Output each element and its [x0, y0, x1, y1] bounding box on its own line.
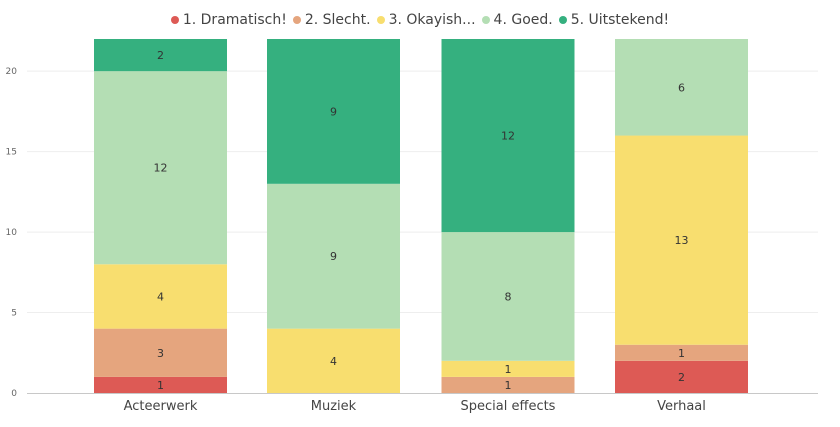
chart-legend: 1. Dramatisch! 2. Slecht. 3. Okayish... 4. …	[0, 9, 840, 31]
y-tick-label: 20	[6, 67, 18, 77]
bar-segment[interactable]	[441, 360, 575, 377]
bar-segment[interactable]	[615, 360, 748, 393]
bar-segment[interactable]	[94, 264, 227, 329]
data-label: 4	[330, 355, 337, 368]
y-tick-label: 5	[11, 309, 17, 319]
data-label: 1	[157, 379, 164, 392]
data-label: 12	[501, 130, 515, 143]
x-category-label: Muziek	[311, 399, 357, 414]
bar-segment[interactable]	[94, 39, 227, 72]
legend-label: 5. Uitstekend!	[570, 12, 670, 28]
data-label: 8	[505, 290, 512, 303]
data-label: 3	[157, 347, 164, 360]
data-label: 2	[157, 49, 164, 62]
bar-segment[interactable]	[615, 39, 748, 136]
data-label: 1	[678, 347, 685, 360]
legend-item-4[interactable]: 4. Goed.	[481, 12, 553, 28]
legend-dot-icon	[558, 16, 567, 24]
y-tick-label: 0	[11, 389, 17, 399]
legend-label: 4. Goed.	[493, 12, 553, 28]
x-category-label: Verhaal	[657, 399, 706, 414]
legend-dot-icon	[481, 16, 490, 24]
legend-dot-icon	[292, 16, 301, 24]
y-tick-label: 10	[6, 228, 18, 238]
bar-segment[interactable]	[267, 328, 400, 393]
legend-label: 2. Slecht.	[304, 12, 371, 28]
x-category-label: Special effects	[461, 399, 556, 414]
bar-segment[interactable]	[94, 328, 227, 377]
bar-segment[interactable]	[615, 344, 748, 361]
data-label: 1	[505, 363, 512, 376]
legend-label: 1. Dramatisch!	[182, 12, 287, 28]
legend-item-3[interactable]: 3. Okayish...	[376, 12, 476, 28]
data-label: 12	[154, 162, 168, 175]
bar-segment[interactable]	[615, 135, 748, 345]
legend-item-1[interactable]: 1. Dramatisch!	[170, 12, 287, 28]
bar-segment[interactable]	[441, 39, 575, 233]
bar-segment[interactable]	[441, 376, 575, 393]
legend-item-2[interactable]: 2. Slecht.	[292, 12, 371, 28]
bar-segment[interactable]	[94, 376, 227, 393]
data-label: 4	[157, 290, 164, 303]
bar-segment[interactable]	[267, 183, 400, 329]
data-label: 9	[330, 250, 337, 263]
data-label: 2	[678, 371, 685, 384]
legend-dot-icon	[170, 16, 179, 24]
data-label: 1	[505, 379, 512, 392]
legend-dot-icon	[376, 16, 385, 24]
data-label: 9	[330, 105, 337, 118]
x-category-label: Acteerwerk	[124, 399, 198, 414]
data-label: 6	[678, 81, 685, 94]
bar-segment[interactable]	[441, 232, 575, 361]
bar-segment[interactable]	[94, 71, 227, 265]
legend-item-5[interactable]: 5. Uitstekend!	[558, 12, 670, 28]
bar-segment[interactable]	[267, 39, 400, 184]
y-tick-label: 15	[6, 148, 17, 158]
data-label: 13	[675, 234, 689, 247]
legend-label: 3. Okayish...	[388, 12, 476, 28]
